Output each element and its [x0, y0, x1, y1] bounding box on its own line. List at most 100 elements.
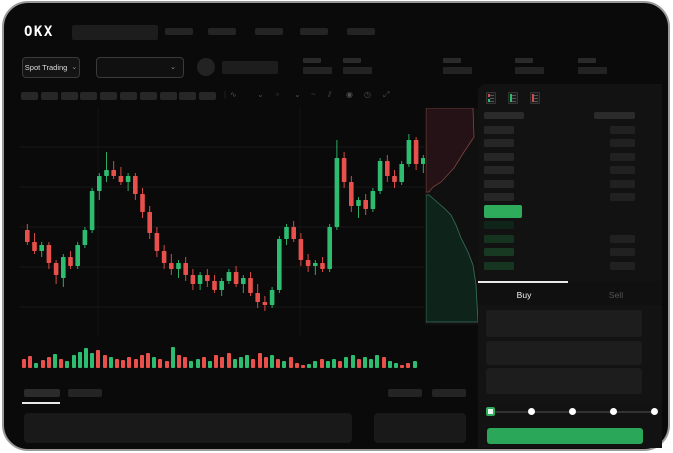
price-input[interactable]: [486, 310, 642, 337]
bid-price-bar[interactable]: [484, 221, 514, 229]
candle-up: [219, 281, 224, 290]
candlestick-chart[interactable]: [20, 108, 426, 336]
toolbar-block[interactable]: [120, 92, 137, 100]
amount-input[interactable]: [486, 341, 642, 365]
bottom-tab-active[interactable]: [24, 389, 60, 397]
ask-price-bar[interactable]: [484, 179, 514, 188]
bottom-action-left[interactable]: [388, 389, 422, 397]
candle-up: [241, 278, 246, 284]
book-bids-icon[interactable]: [508, 92, 518, 104]
candle-down: [147, 212, 152, 233]
candle-down: [154, 233, 160, 251]
toolbar-block[interactable]: [179, 92, 197, 100]
fullscreen-icon[interactable]: ⤢: [383, 90, 390, 99]
volume-bar: [338, 361, 343, 368]
bottom-tab[interactable]: [68, 389, 102, 397]
ask-price-bar[interactable]: [484, 126, 514, 134]
nav-item[interactable]: [255, 28, 283, 35]
bid-price-bar[interactable]: [484, 234, 514, 243]
ask-price-bar[interactable]: [484, 152, 514, 161]
search-placeholder[interactable]: [72, 25, 158, 40]
ask-price-bar[interactable]: [484, 166, 514, 175]
nav-item[interactable]: [208, 28, 236, 35]
candle-up: [327, 227, 332, 269]
candle-down: [349, 182, 354, 206]
slider-handle[interactable]: [485, 407, 495, 416]
slider-stop[interactable]: [568, 408, 576, 415]
volume-bar: [363, 357, 367, 368]
toolbar-block[interactable]: [40, 92, 58, 100]
nav-item[interactable]: [347, 28, 375, 35]
row-mark: [534, 101, 538, 102]
volume-bar: [239, 357, 243, 368]
volume-bar: [208, 361, 212, 368]
chevron-down-icon[interactable]: ⌄: [294, 90, 301, 99]
toolbar-block[interactable]: [139, 92, 157, 100]
bottom-tab-indicator: [22, 402, 60, 404]
toolbar-block[interactable]: [100, 92, 118, 100]
volume-bar: [270, 355, 274, 368]
toolbar-block[interactable]: [60, 92, 78, 100]
candle-down: [118, 176, 124, 182]
snapshot-icon[interactable]: ◉: [346, 90, 353, 99]
line-tool-icon[interactable]: ~: [311, 90, 316, 99]
tab-sell[interactable]: Sell: [608, 290, 624, 300]
toolbar-block[interactable]: [21, 92, 38, 100]
stat-value-placeholder: [515, 67, 544, 74]
volume-bar: [288, 357, 293, 368]
row-mark: [512, 101, 516, 102]
candle-up: [125, 176, 131, 182]
volume-bar: [282, 361, 287, 368]
book-asks-icon[interactable]: [530, 92, 540, 104]
volume-bar: [133, 359, 138, 368]
last-price-badge[interactable]: [484, 205, 522, 218]
volume-bar: [152, 357, 157, 368]
history-icon[interactable]: ◷: [364, 90, 371, 99]
candle-down: [169, 263, 174, 269]
volume-bar: [177, 355, 181, 368]
candle-down: [140, 194, 145, 212]
ask-price-bar[interactable]: [484, 193, 514, 201]
ask-price-bar[interactable]: [484, 139, 514, 148]
nav-item[interactable]: [300, 28, 328, 35]
chevron-down-icon[interactable]: ⌄: [257, 90, 264, 99]
ask-amount-bar: [610, 139, 635, 148]
depth-chart[interactable]: [425, 108, 479, 325]
slider-stop[interactable]: [527, 408, 535, 415]
volume-bar: [325, 361, 330, 368]
buy-submit-button[interactable]: [487, 428, 643, 444]
volume-bar: [34, 363, 39, 368]
bid-amount-bar: [610, 262, 635, 271]
bid-price-bar[interactable]: [484, 248, 514, 257]
bottom-action-right[interactable]: [432, 389, 466, 397]
volume-bar: [406, 363, 411, 368]
stat-value-placeholder: [578, 67, 607, 74]
indicators-icon[interactable]: ▫: [276, 90, 279, 99]
toolbar-block[interactable]: [199, 92, 217, 100]
total-input[interactable]: [486, 368, 642, 394]
bid-amount-bar: [610, 248, 635, 257]
book-all-icon[interactable]: [486, 92, 496, 104]
bid-price-bar[interactable]: [484, 262, 514, 271]
volume-bar: [195, 359, 200, 368]
measure-icon[interactable]: ⫽: [328, 90, 332, 99]
candle-down: [291, 227, 296, 239]
ask-amount-bar: [610, 179, 635, 188]
candle-down: [133, 176, 138, 194]
nav-item[interactable]: [165, 28, 193, 35]
candle-down: [190, 275, 196, 284]
trading-mode-selector[interactable]: Spot Trading ⌄: [22, 57, 80, 78]
pair-dropdown[interactable]: ⌄: [96, 57, 184, 78]
toolbar-block[interactable]: [80, 92, 98, 100]
candle-style-icon[interactable]: ∿: [230, 90, 237, 99]
ask-amount-bar: [610, 152, 635, 161]
row-mark: [512, 98, 516, 99]
tab-buy[interactable]: Buy: [516, 290, 532, 300]
candle-up: [421, 158, 426, 164]
toolbar-block[interactable]: [159, 92, 177, 100]
slider-stop[interactable]: [609, 408, 617, 415]
volume-bar: [276, 359, 281, 368]
slider-stop[interactable]: [650, 408, 658, 415]
volume-bar: [294, 363, 299, 368]
